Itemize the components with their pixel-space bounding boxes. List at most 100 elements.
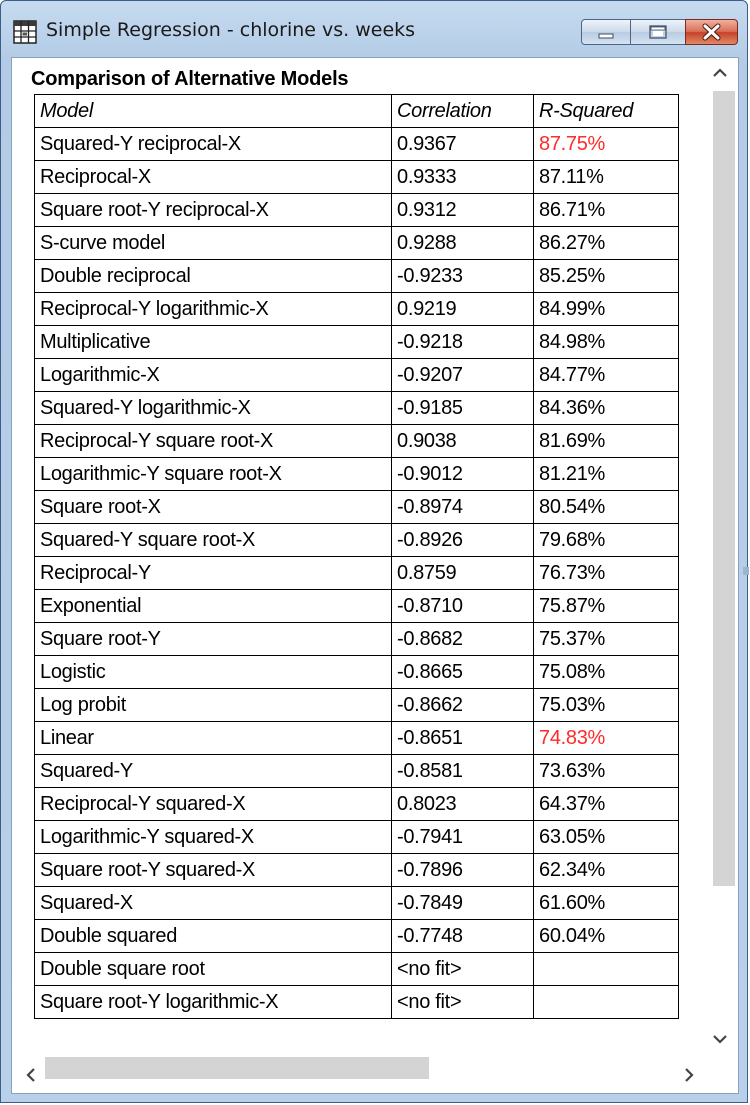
table-row: Square root-Y logarithmic-X <no fit> <box>34 985 679 1019</box>
r-squared-cell <box>533 952 679 986</box>
table-row: Log probit -0.8662 75.03% <box>34 688 679 722</box>
correlation-cell: 0.9367 <box>391 127 534 161</box>
table-row: Squared-Y logarithmic-X -0.9185 84.36% <box>34 391 679 425</box>
minimize-button[interactable] <box>581 19 631 45</box>
model-cell: Square root-Y squared-X <box>34 853 392 887</box>
model-cell: Reciprocal-Y logarithmic-X <box>34 292 392 326</box>
model-cell: Double squared <box>34 919 392 953</box>
r-squared-cell: 85.25% <box>533 259 679 293</box>
correlation-cell: 0.9288 <box>391 226 534 260</box>
title-bar[interactable]: Simple Regression - chlorine vs. weeks <box>1 1 747 57</box>
r-squared-cell: 81.21% <box>533 457 679 491</box>
spreadsheet-grid-icon[interactable] <box>13 20 37 44</box>
model-cell: Reciprocal-X <box>34 160 392 194</box>
table-row: Double squared -0.7748 60.04% <box>34 919 679 953</box>
table-row: Logarithmic-Y square root-X -0.9012 81.21% <box>34 457 679 491</box>
table-row: Square root-Y squared-X -0.7896 62.34% <box>34 853 679 887</box>
chevron-up-icon[interactable] <box>711 66 729 80</box>
maximize-button[interactable] <box>630 19 686 45</box>
correlation-cell: -0.8651 <box>391 721 534 755</box>
table-row: Squared-Y reciprocal-X 0.9367 87.75% <box>34 127 679 161</box>
correlation-cell: 0.9219 <box>391 292 534 326</box>
correlation-cell: 0.9333 <box>391 160 534 194</box>
r-squared-cell: 79.68% <box>533 523 679 557</box>
minimize-icon <box>598 33 614 39</box>
correlation-cell: -0.8665 <box>391 655 534 689</box>
model-cell: Logistic <box>34 655 392 689</box>
correlation-cell: -0.8710 <box>391 589 534 623</box>
table-row: Logarithmic-Y squared-X -0.7941 63.05% <box>34 820 679 854</box>
correlation-cell: 0.8023 <box>391 787 534 821</box>
chevron-down-icon[interactable] <box>711 1032 729 1046</box>
r-squared-cell: 63.05% <box>533 820 679 854</box>
table-row: Double reciprocal -0.9233 85.25% <box>34 259 679 293</box>
model-cell: Squared-Y logarithmic-X <box>34 391 392 425</box>
vertical-scroll-thumb[interactable] <box>713 91 735 886</box>
correlation-cell: -0.8974 <box>391 490 534 524</box>
table-row: Reciprocal-Y square root-X 0.9038 81.69% <box>34 424 679 458</box>
r-squared-cell: 84.98% <box>533 325 679 359</box>
model-cell: Square root-Y logarithmic-X <box>34 985 392 1019</box>
table-row: Squared-X -0.7849 61.60% <box>34 886 679 920</box>
model-cell: Linear <box>34 721 392 755</box>
model-cell: Exponential <box>34 589 392 623</box>
model-cell: Squared-X <box>34 886 392 920</box>
model-cell: Logarithmic-Y square root-X <box>34 457 392 491</box>
r-squared-cell <box>533 985 679 1019</box>
model-cell: Double reciprocal <box>34 259 392 293</box>
correlation-cell: -0.7941 <box>391 820 534 854</box>
model-cell: S-curve model <box>34 226 392 260</box>
model-cell: Double square root <box>34 952 392 986</box>
model-cell: Reciprocal-Y square root-X <box>34 424 392 458</box>
vertical-scrollbar[interactable] <box>702 58 738 1053</box>
model-cell: Multiplicative <box>34 325 392 359</box>
model-cell: Squared-Y square root-X <box>34 523 392 557</box>
correlation-cell: 0.9312 <box>391 193 534 227</box>
r-squared-cell: 86.27% <box>533 226 679 260</box>
table-row: Double square root <no fit> <box>34 952 679 986</box>
table-row: Reciprocal-Y squared-X 0.8023 64.37% <box>34 787 679 821</box>
chevron-right-icon[interactable] <box>682 1066 696 1084</box>
horizontal-scrollbar[interactable] <box>12 1053 702 1093</box>
r-squared-cell: 62.34% <box>533 853 679 887</box>
correlation-cell: -0.7849 <box>391 886 534 920</box>
r-squared-cell: 75.08% <box>533 655 679 689</box>
r-squared-cell: 84.99% <box>533 292 679 326</box>
correlation-cell: -0.7748 <box>391 919 534 953</box>
r-squared-cell: 75.37% <box>533 622 679 656</box>
correlation-cell: -0.7896 <box>391 853 534 887</box>
r-squared-cell: 73.63% <box>533 754 679 788</box>
model-cell: Log probit <box>34 688 392 722</box>
model-cell: Reciprocal-Y squared-X <box>34 787 392 821</box>
correlation-cell: -0.8581 <box>391 754 534 788</box>
correlation-cell: 0.9038 <box>391 424 534 458</box>
table-row: Linear -0.8651 74.83% <box>34 721 679 755</box>
correlation-cell: -0.9012 <box>391 457 534 491</box>
close-icon <box>702 23 721 41</box>
r-squared-cell: 84.77% <box>533 358 679 392</box>
model-cell: Square root-Y reciprocal-X <box>34 193 392 227</box>
report-content: Comparison of Alternative Models Model C… <box>12 58 702 1053</box>
r-squared-cell: 87.75% <box>533 127 679 161</box>
scrollbar-corner <box>702 1053 738 1093</box>
correlation-cell: -0.9218 <box>391 325 534 359</box>
models-table: Model Correlation R-Squared Squared-Y re… <box>34 94 679 1019</box>
correlation-cell: 0.8759 <box>391 556 534 590</box>
r-squared-cell: 61.60% <box>533 886 679 920</box>
correlation-cell: -0.8682 <box>391 622 534 656</box>
horizontal-scroll-thumb[interactable] <box>45 1057 429 1079</box>
model-cell: Logarithmic-X <box>34 358 392 392</box>
table-row: Reciprocal-X 0.9333 87.11% <box>34 160 679 194</box>
table-row: Logistic -0.8665 75.08% <box>34 655 679 689</box>
correlation-cell: -0.9233 <box>391 259 534 293</box>
table-row: Squared-Y -0.8581 73.63% <box>34 754 679 788</box>
r-squared-cell: 75.87% <box>533 589 679 623</box>
correlation-cell: -0.8662 <box>391 688 534 722</box>
close-button[interactable] <box>685 19 738 45</box>
report-title: Comparison of Alternative Models <box>31 68 349 90</box>
chevron-left-icon[interactable] <box>24 1066 38 1084</box>
window-edge-grip[interactable] <box>743 567 749 575</box>
table-row: Square root-Y reciprocal-X 0.9312 86.71% <box>34 193 679 227</box>
column-header-correlation: Correlation <box>391 94 534 128</box>
table-row: Reciprocal-Y 0.8759 76.73% <box>34 556 679 590</box>
